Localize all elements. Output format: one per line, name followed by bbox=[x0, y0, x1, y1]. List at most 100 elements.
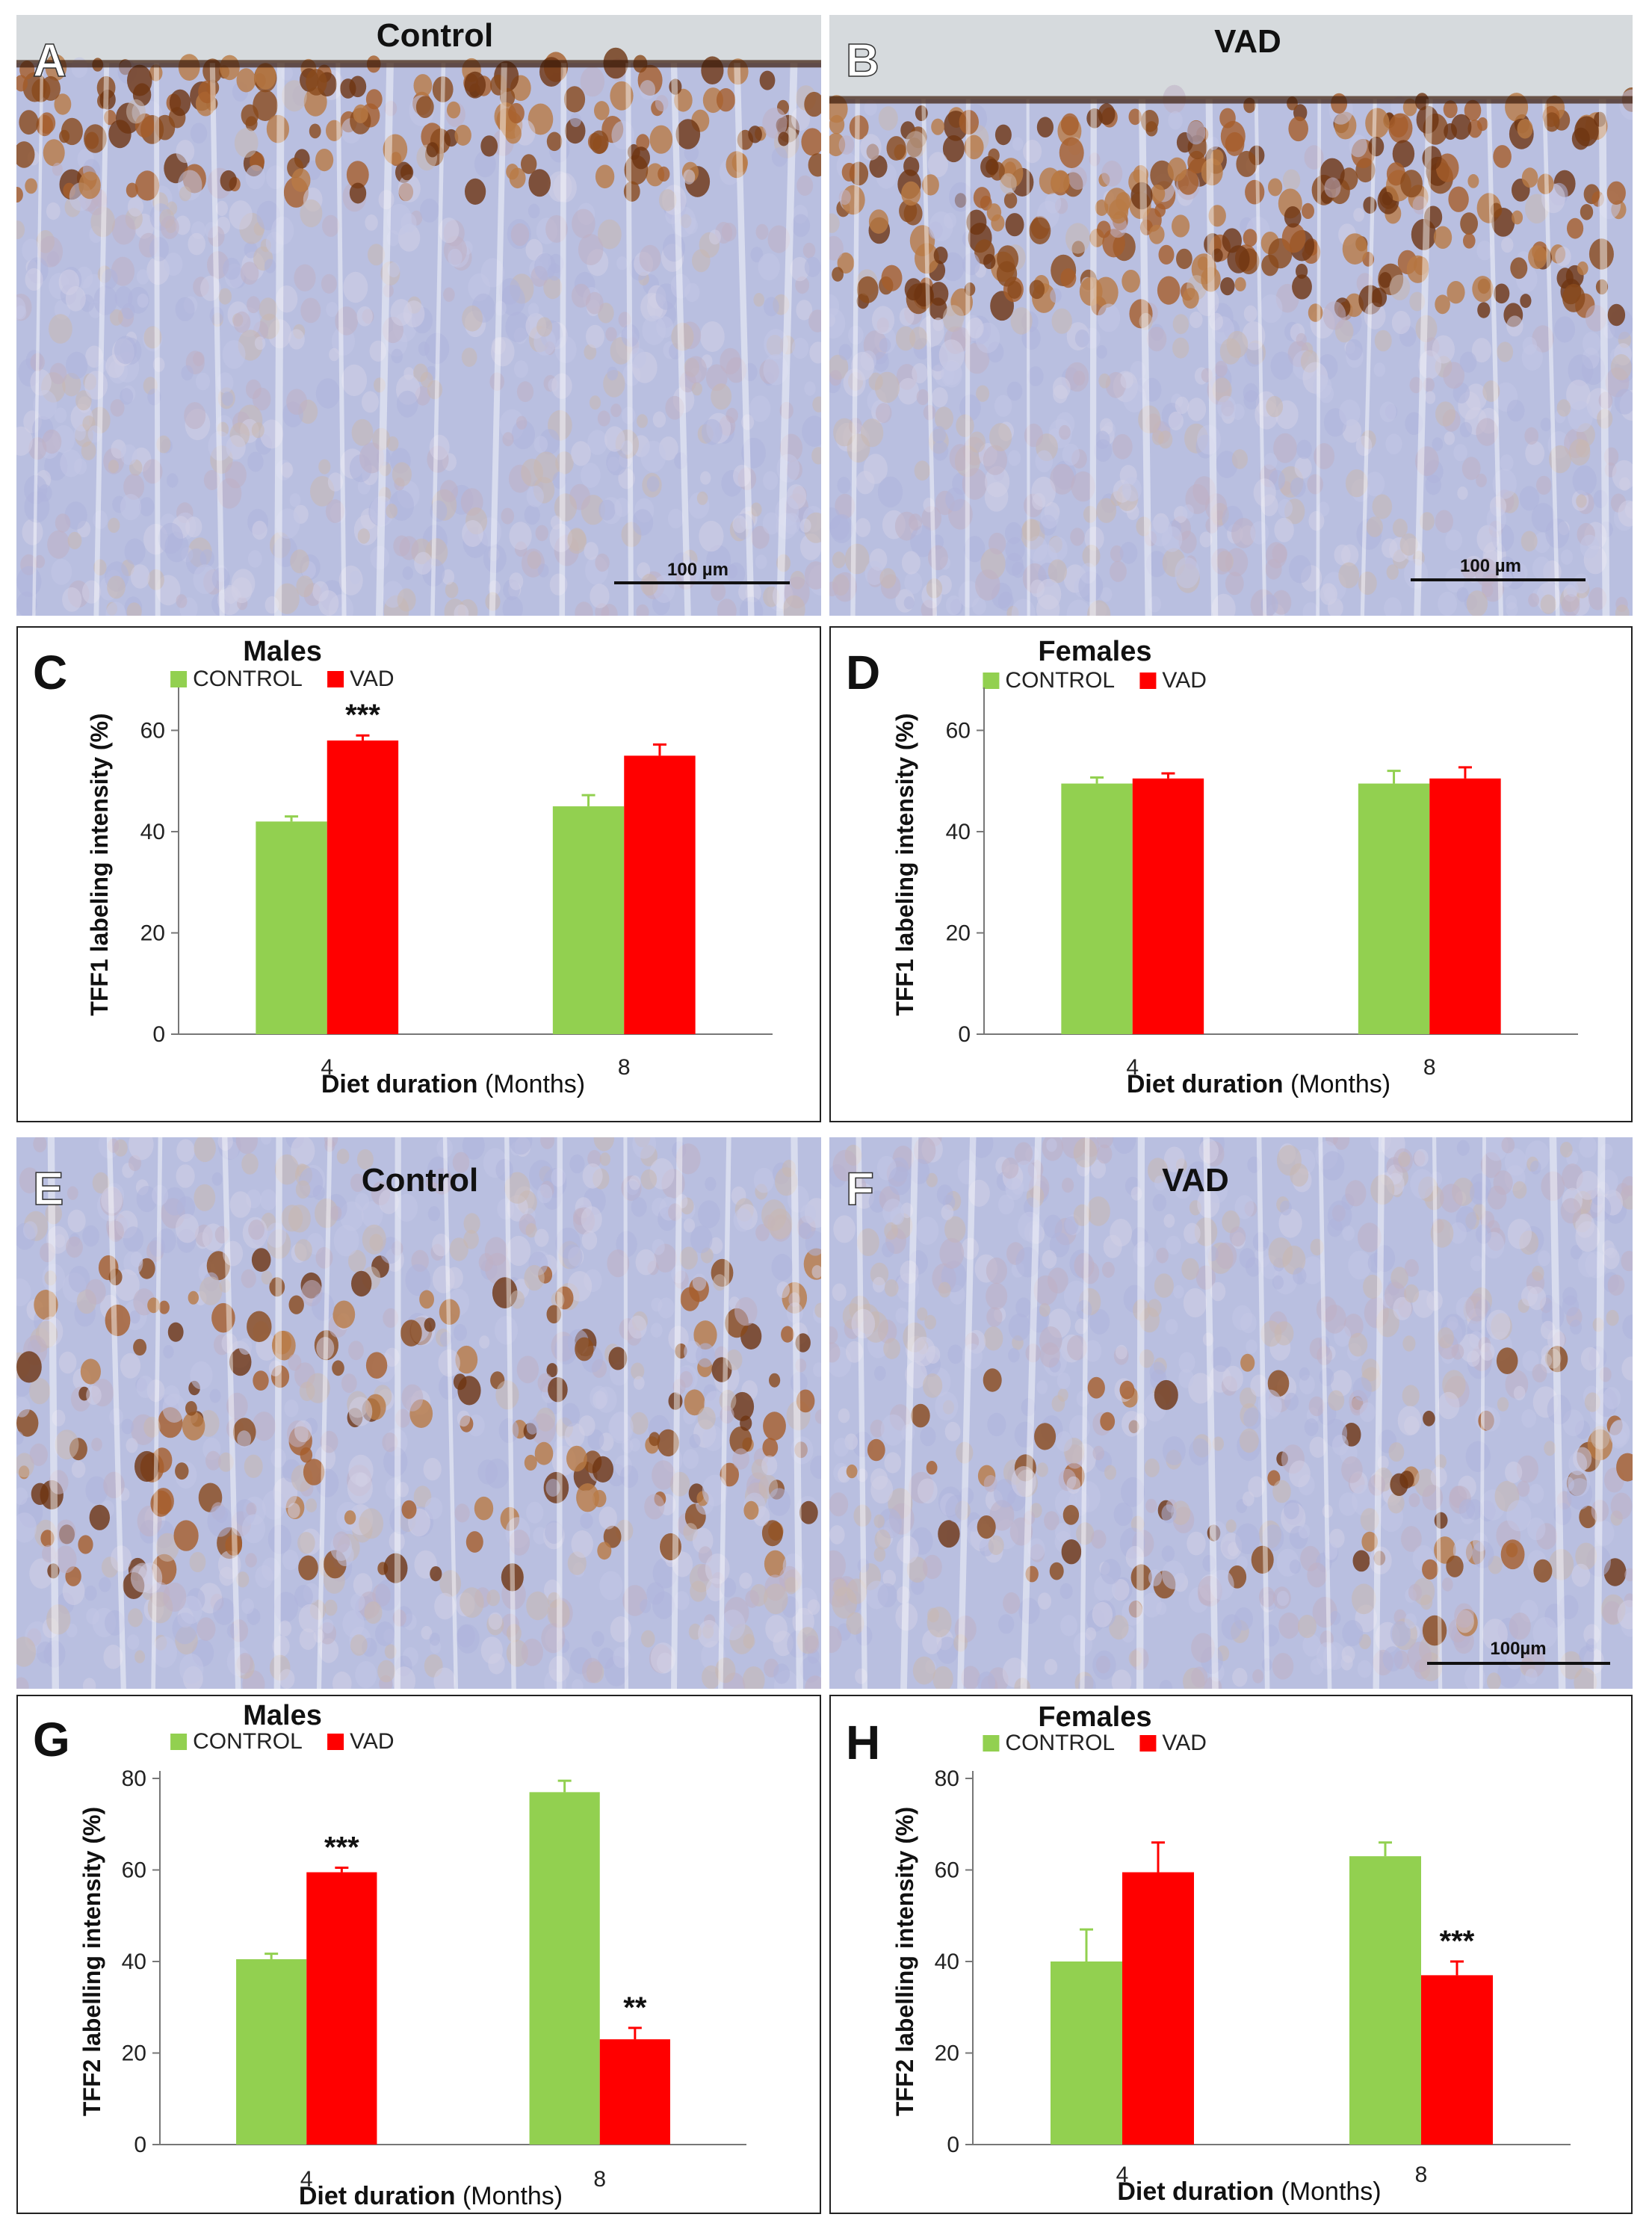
significance-marker: *** bbox=[324, 1831, 359, 1864]
x-tick-label: 8 bbox=[618, 1055, 631, 1080]
legend-label: VAD bbox=[1162, 1731, 1206, 1755]
y-axis-label: TFF2 labelling intensity (%) bbox=[891, 1807, 918, 2116]
micrograph-f-image: F VAD 100µm bbox=[829, 1137, 1633, 1689]
y-tick-label: 40 bbox=[140, 820, 165, 844]
x-tick-label: 8 bbox=[1415, 2162, 1428, 2187]
chart-panel-h: H Females CONTROL VAD 0 20 40 60 80 TFF2 labellin… bbox=[829, 1695, 1633, 2214]
micrograph-panel-f: F VAD 100µm bbox=[829, 1137, 1633, 1689]
y-tick-label: 20 bbox=[140, 921, 165, 945]
bar-vad-8 bbox=[1421, 1975, 1493, 2145]
mucosal-surface bbox=[16, 60, 821, 68]
legend-label: CONTROL bbox=[1005, 1731, 1115, 1755]
legend-label: CONTROL bbox=[193, 667, 303, 691]
y-tick-label: 0 bbox=[134, 2133, 146, 2157]
x-axis-label-bold: Diet duration bbox=[299, 2182, 456, 2210]
y-tick-label: 60 bbox=[935, 1858, 959, 1883]
panel-letter: A bbox=[33, 35, 66, 87]
bar-vad-4 bbox=[306, 1872, 377, 2145]
y-tick-label: 0 bbox=[152, 1022, 165, 1047]
legend-swatch-vad bbox=[327, 1734, 344, 1750]
micrograph-panel-e: E Control bbox=[16, 1137, 821, 1689]
scale-bar-label: 100 µm bbox=[667, 560, 728, 580]
legend-swatch-control bbox=[983, 673, 1000, 689]
tissue-cells bbox=[16, 47, 821, 616]
slide-glass bbox=[829, 15, 1633, 99]
x-axis-label: Diet duration (Months) bbox=[299, 2182, 563, 2210]
y-axis-label: TFF2 labelling intensity (%) bbox=[78, 1807, 105, 2116]
tissue-cells bbox=[829, 1137, 1633, 1689]
legend-label: VAD bbox=[1162, 668, 1206, 693]
significance-marker: *** bbox=[1440, 1925, 1475, 1958]
x-axis-label: Diet duration (Months) bbox=[1117, 2177, 1381, 2206]
y-tick-label: 20 bbox=[946, 921, 971, 945]
bar-control-8 bbox=[1349, 1856, 1421, 2145]
bar-control-4 bbox=[256, 821, 327, 1034]
y-tick-label: 60 bbox=[946, 718, 971, 743]
bar-vad-8 bbox=[599, 2039, 670, 2145]
legend-swatch-vad bbox=[327, 671, 344, 687]
slide-glass bbox=[16, 15, 821, 64]
micrograph-panel-a: A Control 100 µm bbox=[16, 15, 821, 616]
bar-control-8 bbox=[1358, 783, 1430, 1034]
image-title: Control bbox=[362, 1162, 478, 1199]
bar-vad-8 bbox=[624, 755, 696, 1034]
tissue-cells bbox=[829, 84, 1633, 616]
micrograph-panel-b: B VAD 100 µm bbox=[829, 15, 1633, 616]
panel-letter: D bbox=[846, 646, 880, 699]
y-axis-label: TFF1 labeling intensity (%) bbox=[86, 713, 113, 1015]
y-tick-label: 0 bbox=[947, 2133, 959, 2157]
y-tick-label: 0 bbox=[958, 1022, 971, 1047]
x-axis-label-bold: Diet duration bbox=[321, 1070, 478, 1098]
panel-letter: E bbox=[33, 1163, 64, 1215]
panel-letter: H bbox=[846, 1716, 880, 1769]
legend-label: CONTROL bbox=[1005, 668, 1115, 693]
significance-marker: *** bbox=[345, 699, 380, 732]
mucosal-surface bbox=[829, 96, 1633, 104]
x-axis-label-bold: Diet duration bbox=[1127, 1070, 1284, 1098]
chart-panel-d: D Females CONTROL VAD 0 20 40 60 TFF1 labeling i… bbox=[829, 626, 1633, 1122]
x-tick-label: 4 bbox=[300, 2167, 313, 2192]
panel-letter: B bbox=[846, 35, 879, 87]
panel-letter: C bbox=[33, 646, 67, 699]
x-tick-label: 8 bbox=[1423, 1055, 1436, 1080]
legend-label: CONTROL bbox=[193, 1729, 303, 1754]
y-tick-label: 20 bbox=[935, 2041, 959, 2066]
chart-title: Females bbox=[1038, 1701, 1151, 1733]
bar-control-8 bbox=[529, 1792, 600, 2145]
x-axis-label-bold: Diet duration bbox=[1117, 2177, 1274, 2206]
x-axis-label-unit: (Months) bbox=[456, 2182, 563, 2210]
y-tick-label: 40 bbox=[935, 1950, 959, 1974]
bar-control-4 bbox=[1051, 1961, 1122, 2145]
significance-marker: ** bbox=[623, 1991, 647, 2024]
image-title: Control bbox=[377, 17, 493, 54]
chart-title: Males bbox=[243, 636, 322, 667]
y-tick-label: 60 bbox=[140, 718, 165, 743]
y-tick-label: 80 bbox=[122, 1766, 146, 1791]
bar-vad-4 bbox=[327, 740, 399, 1034]
y-tick-label: 20 bbox=[122, 2041, 146, 2066]
panel-letter: G bbox=[33, 1713, 70, 1766]
x-tick-label: 4 bbox=[321, 1055, 333, 1080]
bar-control-4 bbox=[1061, 783, 1133, 1034]
legend-swatch-vad bbox=[1139, 1735, 1157, 1752]
scale-bar-label: 100 µm bbox=[1460, 556, 1521, 576]
bar-control-8 bbox=[552, 806, 625, 1034]
legend-label: VAD bbox=[350, 1729, 394, 1754]
legend-swatch-control bbox=[983, 1735, 1000, 1752]
legend-label: VAD bbox=[350, 667, 394, 691]
legend-swatch-control bbox=[170, 1734, 188, 1750]
x-tick-label: 4 bbox=[1116, 2162, 1129, 2187]
chart-title: Males bbox=[243, 1700, 322, 1731]
x-axis-label-unit: (Months) bbox=[478, 1070, 586, 1098]
bar-vad-8 bbox=[1429, 778, 1501, 1034]
x-tick-label: 4 bbox=[1126, 1055, 1139, 1080]
chart-title: Females bbox=[1038, 636, 1151, 667]
x-axis-label: Diet duration (Months) bbox=[321, 1070, 585, 1098]
y-tick-label: 40 bbox=[946, 820, 971, 844]
legend-swatch-vad bbox=[1139, 673, 1157, 689]
legend-swatch-control bbox=[170, 671, 188, 687]
tissue-cells bbox=[16, 1137, 821, 1689]
